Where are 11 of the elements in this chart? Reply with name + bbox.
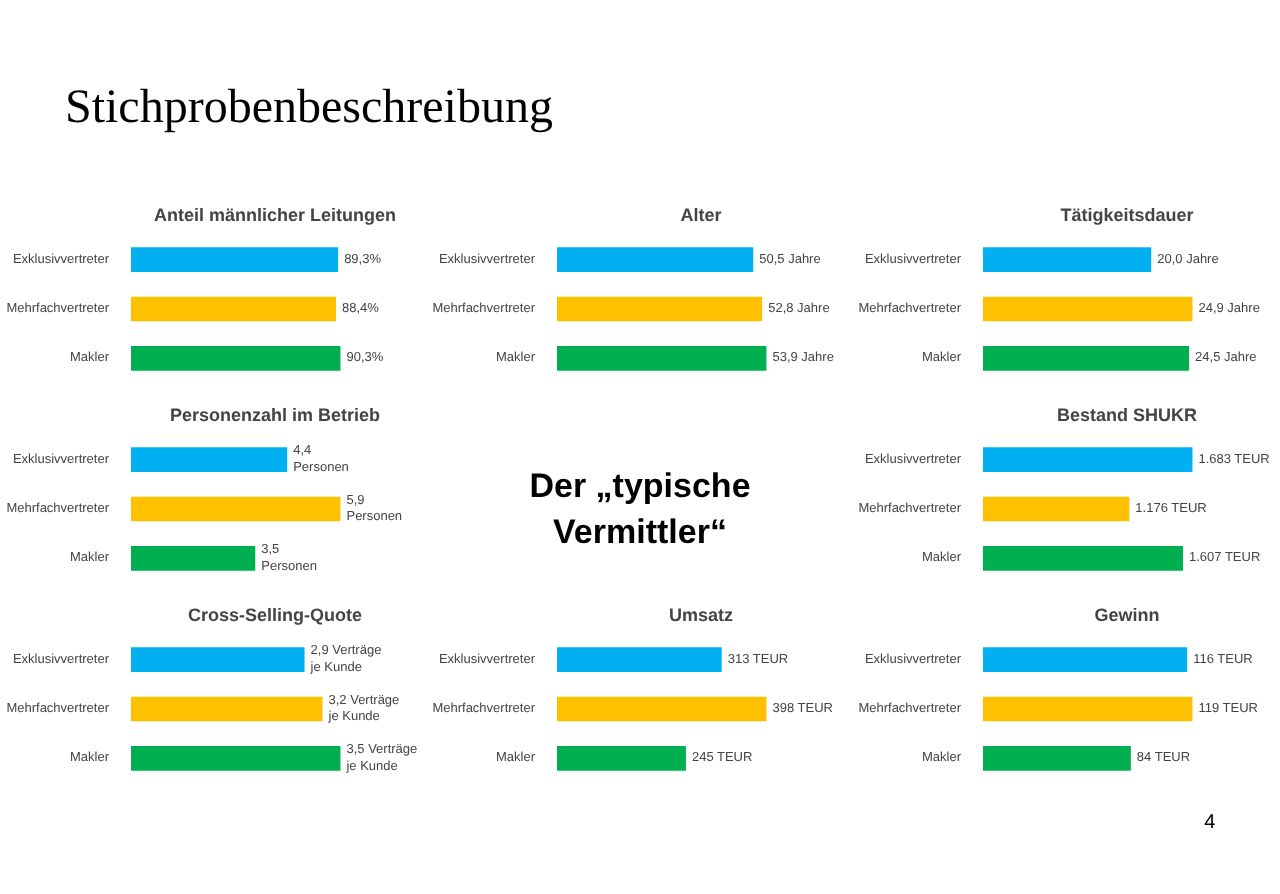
text: Stichprobenbeschreibung: [65, 82, 553, 134]
chart-title: Gewinn: [1094, 605, 1160, 625]
chart-title: Cross-Selling-Quote: [187, 605, 363, 625]
chart-title: Alter: [680, 205, 723, 225]
text: Der „typische Vermittler“: [529, 467, 751, 551]
chart-title: Umsatz: [668, 605, 735, 625]
chart-title: Anteil männlicher Leitungen: [153, 205, 397, 225]
chart-title: Bestand SHUKR: [1056, 405, 1199, 425]
chart-title: Tätigkeitsdauer: [1060, 205, 1195, 225]
text: 4: [1204, 812, 1217, 834]
chart-title: Personenzahl im Betrieb: [169, 405, 382, 425]
